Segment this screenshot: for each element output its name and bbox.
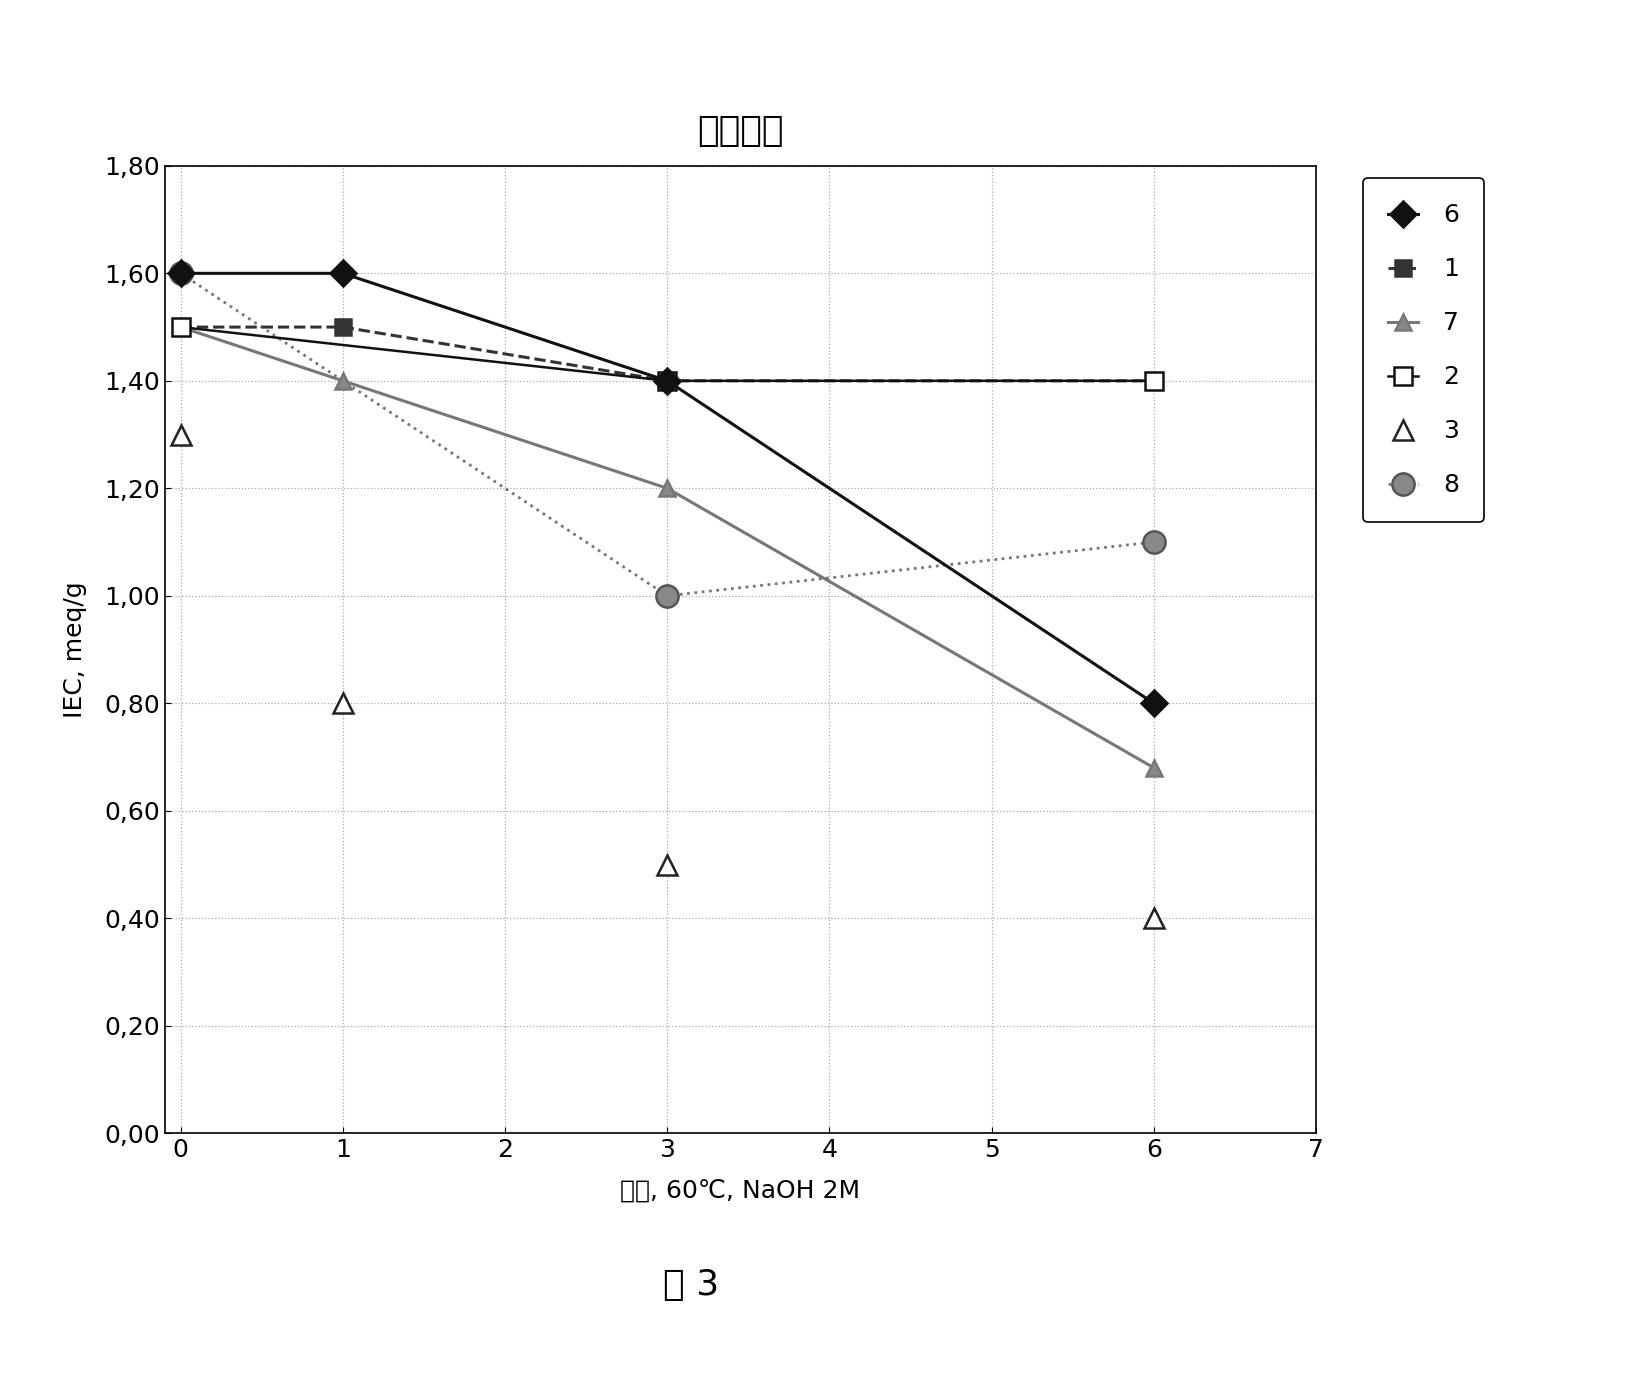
Line: 6: 6 bbox=[171, 264, 1163, 712]
7 bbox=[658, 480, 678, 496]
7 bbox=[332, 373, 352, 390]
8 bbox=[171, 265, 191, 282]
Title: 碱稳定性: 碱稳定性 bbox=[697, 113, 783, 148]
3 bbox=[1143, 909, 1163, 926]
7 bbox=[171, 319, 191, 336]
3 bbox=[332, 695, 352, 712]
6 bbox=[171, 265, 191, 282]
1 bbox=[1143, 373, 1163, 390]
3 bbox=[658, 857, 678, 873]
6 bbox=[332, 265, 352, 282]
1 bbox=[332, 319, 352, 336]
Line: 7: 7 bbox=[173, 319, 1161, 777]
Legend: 6, 1, 7, 2, 3, 8: 6, 1, 7, 2, 3, 8 bbox=[1364, 178, 1484, 522]
2 bbox=[171, 319, 191, 336]
1 bbox=[658, 373, 678, 390]
8 bbox=[658, 587, 678, 604]
6 bbox=[1143, 695, 1163, 712]
7 bbox=[1143, 760, 1163, 777]
2 bbox=[1143, 373, 1163, 390]
Line: 3: 3 bbox=[171, 424, 1163, 927]
Y-axis label: IEC, meq/g: IEC, meq/g bbox=[63, 582, 87, 717]
8 bbox=[1143, 533, 1163, 550]
6 bbox=[658, 373, 678, 390]
3 bbox=[171, 426, 191, 442]
1 bbox=[171, 319, 191, 336]
Line: 8: 8 bbox=[169, 263, 1165, 607]
Line: 2: 2 bbox=[171, 318, 1163, 390]
Line: 1: 1 bbox=[173, 319, 1161, 388]
X-axis label: 天数, 60℃, NaOH 2M: 天数, 60℃, NaOH 2M bbox=[620, 1179, 860, 1202]
2 bbox=[658, 373, 678, 390]
Text: 图 3: 图 3 bbox=[663, 1269, 719, 1302]
